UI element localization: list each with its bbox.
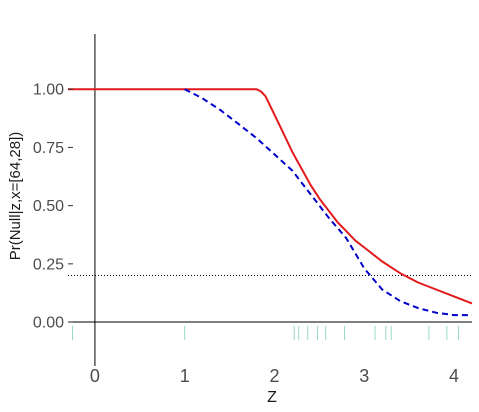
y-tick-label: 0.25 <box>33 256 64 273</box>
y-tick-label: 0.50 <box>33 198 64 215</box>
x-tick-label: 0 <box>90 366 100 386</box>
x-tick-label: 1 <box>180 366 190 386</box>
dashed-series-line <box>184 88 472 317</box>
y-axis: 0.00 0.25 0.50 0.75 1.00 <box>33 82 73 332</box>
x-tick-label: 2 <box>269 366 279 386</box>
x-axis-label: Z <box>267 389 277 406</box>
x-tick-label: 3 <box>359 366 369 386</box>
solid-series-line <box>68 88 473 305</box>
x-tick-label: 4 <box>449 366 459 386</box>
y-tick-label: 0.00 <box>33 315 64 332</box>
y-axis-label: Pr(Null|z,x=[64,28]) <box>7 132 24 261</box>
y-tick-label: 0.75 <box>33 140 64 157</box>
x-axis: 0 1 2 3 4 <box>90 366 459 386</box>
plot-area <box>68 34 473 366</box>
y-tick-label: 1.00 <box>33 82 64 99</box>
